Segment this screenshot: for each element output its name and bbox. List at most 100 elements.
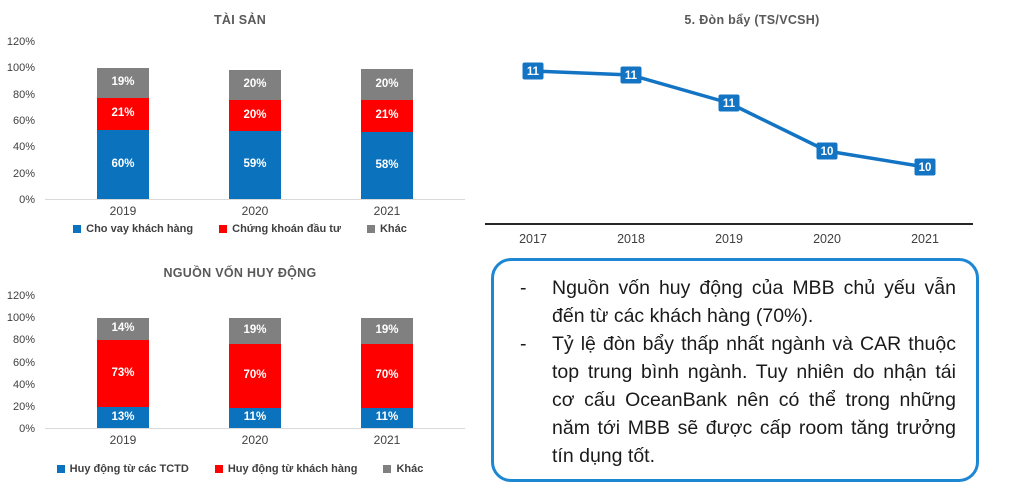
legend-item: Chứng khoán đầu tư (219, 223, 341, 235)
x-axis: 2019 2020 2021 (45, 204, 465, 218)
bar-segment-label: 14% (111, 322, 135, 335)
y-tick-label: 40% (12, 141, 35, 154)
legend-swatch (383, 465, 392, 473)
funding-chart: NGUỒN VỐN HUY ĐỘNG 120% 100% 80% 60% 40% 20% 0… (0, 252, 480, 489)
bar-segment-label: 70% (375, 369, 399, 382)
data-point-label: 11 (625, 70, 638, 82)
y-tick-label: 120% (6, 290, 35, 302)
legend-label: Khác (396, 463, 424, 475)
bar-segment: 70% (361, 343, 413, 409)
data-point-label: 10 (821, 146, 834, 158)
bar-segment: 19% (229, 318, 281, 344)
bar-segment-label: 59% (243, 158, 267, 171)
y-tick-label: 60% (12, 356, 35, 369)
bar-segment: 13% (97, 406, 149, 428)
bar-segment: 73% (97, 340, 149, 407)
bar-segment-label: 19% (111, 76, 135, 89)
legend-swatch (56, 465, 65, 473)
bar-segment-label: 19% (375, 324, 399, 337)
y-tick-label: 20% (12, 167, 35, 180)
bar-segment: 11% (361, 408, 413, 428)
data-point-marker (816, 142, 838, 160)
chart-title: TÀI SẢN (213, 13, 267, 27)
bar-segment-label: 73% (111, 366, 135, 379)
bar: 59% 20% 20% (229, 69, 281, 199)
bar-segment: 59% (229, 130, 281, 199)
x-tick-label: 2019 (109, 204, 137, 218)
y-tick-label: 0% (19, 423, 35, 435)
legend-item: Huy động từ các TCTD (56, 463, 189, 475)
y-tick-label: 80% (12, 88, 35, 101)
plot-area: 60% 21% 19% 59% 20% 20% 58% 21% 20% (45, 42, 465, 200)
x-tick-label: 2019 (109, 433, 137, 447)
y-tick-label: 100% (6, 312, 35, 325)
trend-line (531, 69, 927, 169)
legend-item: Khác (383, 463, 423, 475)
bar-segment-label: 70% (243, 369, 267, 382)
bar-segment-label: 19% (243, 324, 267, 337)
bar-segment: 60% (97, 129, 149, 199)
data-point-marker (522, 62, 544, 80)
data-point-label: 11 (723, 98, 736, 110)
bar-segment-label: 20% (243, 78, 267, 91)
data-point-label: 11 (527, 66, 540, 78)
note-box: - Nguồn vốn huy động của MBB chủ yếu vẫn … (491, 258, 979, 482)
x-axis: 2019 2020 2021 (45, 433, 465, 447)
bullet-dash: - (520, 277, 527, 299)
bar-segment-label: 20% (243, 108, 267, 121)
legend-label: Huy động từ các TCTD (69, 463, 189, 475)
note-bullet: - Tỷ lệ đòn bẩy thấp nhất ngành và CAR th… (520, 330, 956, 470)
note-text: Nguồn vốn huy động của MBB chủ yếu vẫn đ… (552, 277, 956, 327)
note-text: Tỷ lệ đòn bẩy thấp nhất ngành và CAR thu… (552, 333, 956, 467)
bar: 11% 70% 19% (229, 318, 281, 428)
bar-segment: 19% (361, 318, 413, 344)
bar: 58% 21% 20% (361, 69, 413, 199)
legend-label: Khác (379, 223, 407, 235)
bar-segment-label: 21% (375, 109, 399, 122)
bar-segment: 70% (229, 343, 281, 409)
line-plot: 11 2017 11 2018 11 2019 10 2020 10 2021 (485, 62, 973, 246)
bar-segment-label: 58% (375, 158, 399, 171)
bar-segment-label: 11% (375, 411, 399, 424)
y-tick-label: 120% (6, 36, 35, 48)
data-point-marker (914, 158, 936, 176)
y-axis: 120% 100% 80% 60% 40% 20% 0% (0, 290, 42, 435)
x-tick-label: 2019 (715, 232, 743, 246)
x-tick-label: 2020 (241, 204, 269, 218)
legend-label: Huy động từ khách hàng (227, 463, 358, 475)
bar-segment: 58% (361, 131, 413, 199)
bar-segment-label: 11% (243, 411, 267, 424)
bar-segment-label: 21% (111, 107, 135, 120)
x-tick-label: 2021 (911, 232, 939, 246)
bar: 60% 21% 19% (97, 68, 149, 199)
legend-item: Cho vay khách hàng (73, 223, 193, 235)
y-axis: 120% 100% 80% 60% 40% 20% 0% (0, 36, 42, 206)
bar-segment-label: 13% (111, 410, 135, 423)
assets-chart: TÀI SẢN 120% 100% 80% 60% 40% 20% 0% 60% 21% 19%… (0, 0, 480, 250)
x-tick-label: 2020 (241, 433, 269, 447)
legend-label: Cho vay khách hàng (86, 223, 194, 235)
note-bullet: - Nguồn vốn huy động của MBB chủ yếu vẫn … (520, 274, 956, 330)
y-tick-label: 20% (12, 400, 35, 413)
bar-segment: 19% (97, 68, 149, 98)
bar-segment: 20% (229, 69, 281, 101)
bars: 60% 21% 19% 59% 20% 20% 58% 21% 20% (45, 42, 465, 199)
legend-label: Chứng khoán đầu tư (232, 223, 341, 235)
data-point-label: 10 (919, 162, 932, 174)
legend-item: Huy động từ khách hàng (214, 463, 358, 475)
bar-segment: 21% (97, 97, 149, 130)
plot-area: 13% 73% 14% 11% 70% 19% 11% 70% 19% (45, 296, 465, 429)
legend-swatch (214, 465, 223, 473)
x-tick-label: 2020 (813, 232, 841, 246)
bar: 11% 70% 19% (361, 318, 413, 428)
bars: 13% 73% 14% 11% 70% 19% 11% 70% 19% (45, 296, 465, 428)
bar-segment-label: 60% (111, 157, 135, 170)
y-tick-label: 40% (12, 378, 35, 391)
y-tick-label: 80% (12, 334, 35, 347)
bullet-dash: - (520, 333, 527, 355)
bar-segment: 11% (229, 408, 281, 428)
x-tick-label: 2018 (617, 232, 645, 246)
legend-swatch (73, 225, 82, 233)
legend-item: Khác (366, 223, 407, 235)
data-point-marker (620, 66, 642, 84)
